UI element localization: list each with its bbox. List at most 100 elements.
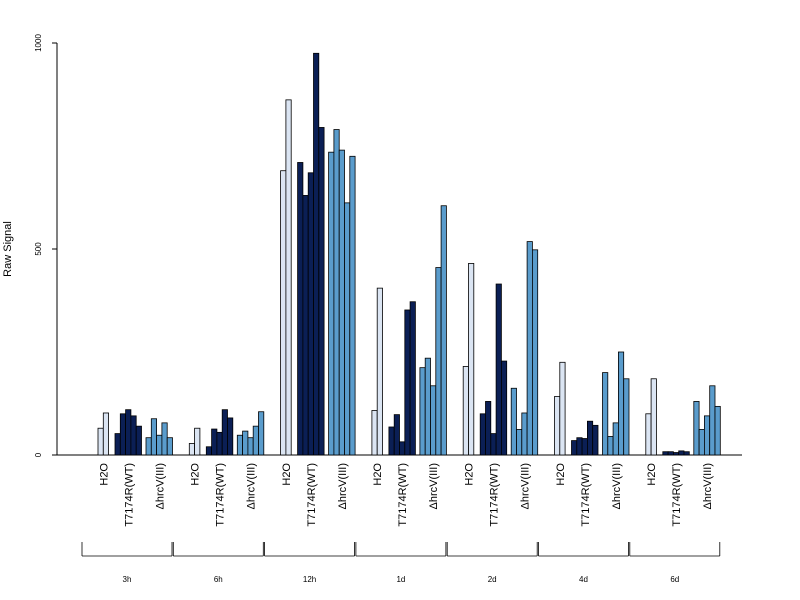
- bar: [150, 418, 158, 456]
- timepoint-label: 3h: [123, 575, 132, 584]
- bar: [130, 415, 137, 456]
- timepoint-label: 12h: [303, 575, 316, 584]
- condition-label: T7174R(WT): [488, 463, 500, 527]
- bar: [650, 378, 657, 456]
- bar: [388, 426, 395, 456]
- bar: [393, 414, 400, 456]
- bar: [399, 441, 406, 456]
- bar: [307, 172, 314, 456]
- bar: [221, 409, 228, 456]
- condition-label: H2O: [464, 463, 476, 486]
- bar: [612, 422, 619, 456]
- bar: [216, 431, 223, 456]
- bar: [554, 396, 561, 456]
- condition-label: H2O: [372, 463, 384, 486]
- condition-label: ΔhrcV(III): [702, 463, 714, 509]
- timepoint-label: 6d: [670, 575, 679, 584]
- bar: [510, 387, 517, 456]
- bar: [683, 451, 690, 456]
- bar: [409, 301, 416, 456]
- bar: [559, 361, 566, 456]
- condition-label: T7174R(WT): [123, 463, 135, 527]
- bar: [344, 202, 351, 456]
- bar: [662, 451, 669, 456]
- bar: [576, 437, 583, 456]
- bar: [135, 425, 142, 456]
- bar: [468, 263, 475, 456]
- bar: [205, 446, 213, 456]
- bar: [247, 437, 254, 456]
- bar: [145, 437, 152, 456]
- bar: [490, 433, 497, 456]
- bar: [714, 405, 721, 456]
- condition-label: T7174R(WT): [306, 463, 318, 527]
- bar: [678, 450, 685, 456]
- condition-label: ΔhrcV(III): [337, 463, 349, 509]
- condition-label: H2O: [190, 463, 202, 486]
- bar: [602, 372, 609, 456]
- bar: [495, 283, 502, 456]
- bar: [258, 411, 265, 456]
- bar: [227, 417, 234, 456]
- bar: [673, 452, 680, 456]
- timepoint-label: 1d: [396, 575, 405, 584]
- bar: [188, 443, 196, 456]
- bar: [500, 360, 508, 456]
- bar: [285, 99, 292, 456]
- bar: [462, 366, 469, 456]
- bar: [297, 162, 304, 456]
- bar: [194, 427, 201, 456]
- bar: [526, 241, 533, 456]
- y-tick-label: 500: [34, 242, 43, 256]
- bar: [302, 195, 309, 456]
- bar: [618, 351, 625, 456]
- bar: [280, 170, 287, 456]
- bar: [607, 436, 614, 456]
- bar: [704, 415, 711, 456]
- bar: [404, 309, 411, 456]
- bar: [479, 413, 486, 456]
- condition-label: T7174R(WT): [397, 463, 409, 527]
- bar: [125, 409, 132, 456]
- bar: [440, 205, 447, 456]
- condition-label: ΔhrcV(III): [611, 463, 623, 509]
- bar: [102, 412, 110, 456]
- bar: [211, 428, 218, 456]
- bar: [521, 412, 528, 456]
- bar: [516, 429, 523, 456]
- bar: [645, 413, 652, 456]
- bar: [338, 149, 345, 456]
- bar: [349, 155, 356, 456]
- condition-label: ΔhrcV(III): [519, 463, 531, 509]
- y-tick-label: 0: [34, 452, 43, 457]
- bar: [328, 151, 335, 456]
- bar: [532, 249, 539, 456]
- timepoint-label: 2d: [488, 575, 497, 584]
- bar: [693, 401, 700, 456]
- bar: [419, 367, 426, 456]
- y-axis: [56, 43, 742, 456]
- condition-label: H2O: [281, 463, 293, 486]
- bar: [252, 425, 259, 456]
- bar: [581, 438, 588, 456]
- bar: [114, 433, 121, 456]
- bar: [313, 52, 320, 456]
- bar: [592, 424, 599, 456]
- bar: [318, 127, 325, 456]
- bar: [119, 413, 127, 456]
- condition-label: H2O: [646, 463, 658, 486]
- bar: [667, 451, 674, 456]
- bar: [97, 427, 104, 456]
- bar: [430, 385, 437, 456]
- y-axis-label: Raw Signal: [2, 221, 14, 277]
- bar: [709, 385, 716, 456]
- bar: [376, 287, 383, 456]
- bar: [236, 434, 244, 456]
- y-tick-label: 1000: [34, 34, 43, 52]
- timepoint-label: 4d: [579, 575, 588, 584]
- bar: [424, 357, 431, 456]
- bar: [698, 429, 705, 456]
- condition-label: ΔhrcV(III): [154, 463, 166, 509]
- bar: [623, 378, 630, 456]
